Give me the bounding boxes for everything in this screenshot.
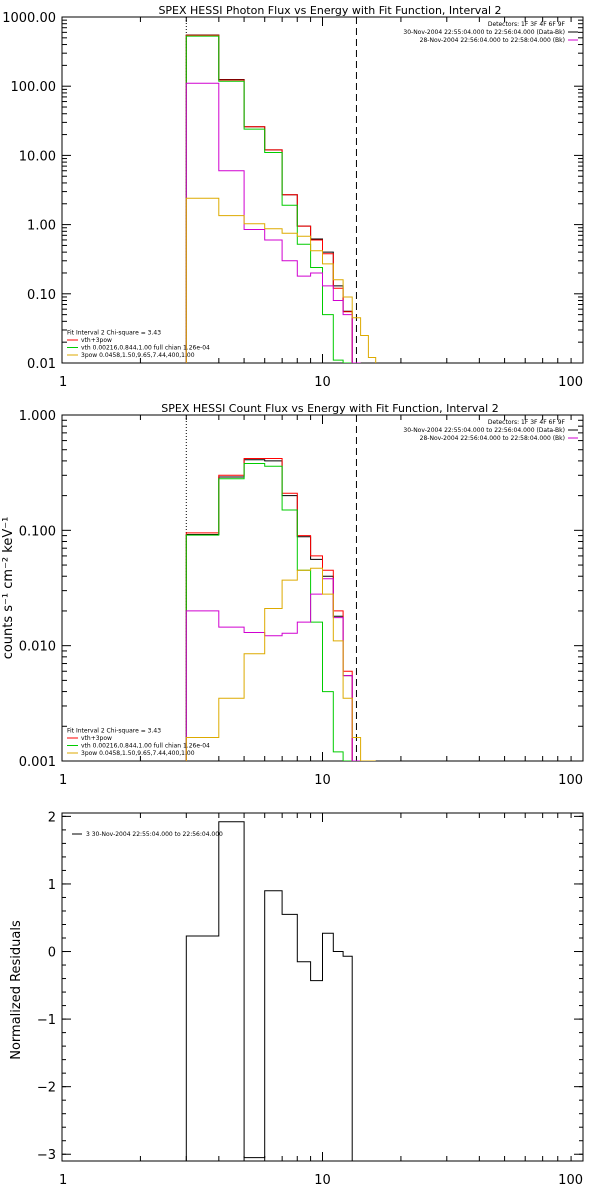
legend-bottom-entry: vth+3pow xyxy=(81,735,112,742)
series-line-3 xyxy=(185,578,361,761)
x-tick-label: 10 xyxy=(314,1173,331,1188)
legend-bottom-entry: vth 0.00216,0.844,1.00 full chian 1.26e-… xyxy=(81,743,210,750)
series-group xyxy=(185,821,353,1161)
legend-top-entry: 28-Nov-2004 22:56:04.000 to 22:58:04.000… xyxy=(420,435,565,442)
y-tick-label: −3 xyxy=(37,1148,56,1163)
x-tick-label: 1 xyxy=(59,773,67,788)
y-tick-label: 1000.00 xyxy=(2,11,56,26)
y-tick-label: 100.00 xyxy=(11,80,57,95)
x-tick-label: 10 xyxy=(314,773,331,788)
y-tick-label: 1.00 xyxy=(27,219,56,234)
chart-title: SPEX HESSI Count Flux vs Energy with Fit… xyxy=(161,402,498,415)
series-line-4 xyxy=(185,567,376,761)
legend-top-entry: Detectors: 1F 3F 4F 6F 9F xyxy=(488,419,566,426)
legend-top-entry: 28-Nov-2004 22:56:04.000 to 22:58:04.000… xyxy=(420,37,565,44)
x-tick-label: 100 xyxy=(558,1173,583,1188)
y-tick-label: 10.00 xyxy=(19,149,56,164)
legend-top-entry: 30-Nov-2004 22:55:04.000 to 22:56:04.000… xyxy=(403,29,565,36)
y-tick-label: −1 xyxy=(37,1013,56,1028)
chart-title: SPEX HESSI Photon Flux vs Energy with Fi… xyxy=(158,4,501,17)
series-line-2 xyxy=(185,35,353,363)
y-tick-label: 0 xyxy=(48,946,56,961)
y-tick-label: 0.01 xyxy=(27,357,56,372)
x-tick-label: 100 xyxy=(558,773,583,788)
legend-inner-entry: 3 30-Nov-2004 22:55:04.000 to 22:56:04.0… xyxy=(86,831,223,838)
legend-bottom-entry: 3pow 0.0458,1.50,9.65,7.44,400,1.00 xyxy=(81,352,195,359)
legend-top-entry: 30-Nov-2004 22:55:04.000 to 22:56:04.000… xyxy=(403,427,565,434)
series-group xyxy=(185,458,376,761)
series-line-3 xyxy=(185,82,361,363)
legend-bottom-entry: Fit Interval 2 Chi-square = 3.43 xyxy=(67,330,161,337)
legend-bottom-entry: 3pow 0.0458,1.50,9.65,7.44,400,1.00 xyxy=(81,750,195,757)
y-tick-label: 0.10 xyxy=(27,288,56,303)
y-axis-label: Normalized Residuals xyxy=(9,920,24,1060)
legend-bottom-entry: vth+3pow xyxy=(81,337,112,344)
series-line-0 xyxy=(185,821,353,1161)
legend-top-entry: Detectors: 1F 3F 4F 6F 9F xyxy=(488,21,566,28)
x-tick-label: 10 xyxy=(314,375,331,390)
y-axis-label: counts s⁻¹ cm⁻² keV⁻¹ xyxy=(1,517,16,660)
series-line-2 xyxy=(185,463,353,761)
x-tick-label: 1 xyxy=(59,1173,67,1188)
series-group xyxy=(185,34,377,363)
legend-bottom-entry: Fit Interval 2 Chi-square = 3.43 xyxy=(67,728,161,735)
y-tick-label: 2 xyxy=(48,810,56,825)
y-tick-label: 0.100 xyxy=(19,524,56,539)
y-tick-label: 1 xyxy=(48,878,56,893)
y-tick-label: 1.000 xyxy=(19,409,56,424)
legend-bottom-entry: vth 0.00216,0.844,1.00 full chian 1.26e-… xyxy=(81,345,210,352)
x-tick-label: 1 xyxy=(59,375,67,390)
y-tick-label: −2 xyxy=(37,1081,56,1096)
photon-flux-panel: SPEX HESSI Photon Flux vs Energy with Fi… xyxy=(2,4,584,390)
count-flux-panel: SPEX HESSI Count Flux vs Energy with Fit… xyxy=(1,402,584,788)
x-tick-label: 100 xyxy=(558,375,583,390)
series-line-4 xyxy=(185,197,377,363)
y-tick-label: 0.010 xyxy=(19,640,56,655)
y-tick-label: 0.001 xyxy=(19,755,56,770)
